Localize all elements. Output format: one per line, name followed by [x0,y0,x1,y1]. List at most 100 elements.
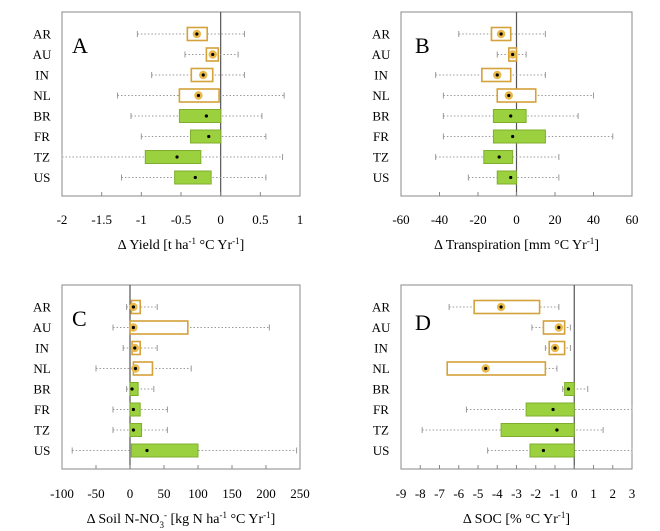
x-tick-label: -0.5 [171,212,192,227]
category-label: BR [33,382,51,397]
x-label-superscript: -1 [558,510,566,520]
median-dot [484,366,488,371]
panel-letter: D [415,310,431,335]
x-tick-label: 3 [629,486,636,501]
panel-letter: A [72,33,88,58]
category-label: FR [34,129,50,144]
category-label: NL [372,88,389,103]
x-tick-label: -60 [392,212,409,227]
x-tick-label: -20 [469,212,486,227]
x-label-text: ] [240,238,245,253]
x-label-text: ] [565,512,570,527]
category-label: FR [34,402,50,417]
category-label: NL [372,361,389,376]
x-tick-label: -6 [453,486,464,501]
iqr-box [129,382,139,396]
category-label: AU [372,47,391,62]
iqr-box [190,129,222,144]
median-dot [131,407,135,412]
x-tick-label: -50 [87,486,104,501]
x-tick-label: 20 [549,212,562,227]
x-label-superscript: - [164,510,167,520]
iqr-box [525,402,575,417]
x-tick-label: -100 [50,486,74,501]
x-tick-label: -2 [530,486,541,501]
x-tick-label: -40 [431,212,448,227]
x-tick-label: -8 [415,486,426,501]
category-label: AR [372,300,390,315]
median-dot [497,155,501,159]
x-tick-label: 0 [217,212,224,227]
category-label: NL [33,88,50,103]
iqr-box [178,109,222,123]
x-label-subscript: 3 [159,520,164,530]
x-tick-label: -2 [57,212,68,227]
median-dot [133,346,137,350]
median-dot [566,387,571,391]
x-label-text: ] [271,512,276,527]
category-label: IN [374,68,388,83]
median-dot [204,114,208,118]
category-label: AR [33,27,51,42]
median-dot [211,52,215,57]
category-label: TZ [373,423,389,438]
panel-letter: B [415,33,430,58]
median-dot [175,155,179,159]
x-label-text: [kg N ha [167,512,220,527]
iqr-box [473,299,541,315]
category-label: AU [33,320,52,335]
x-tick-label: 0 [127,486,134,501]
median-dot [133,366,138,371]
x-tick-label: -4 [492,486,503,501]
plot-frame [61,284,301,470]
x-tick-label: 0 [513,212,520,227]
median-dot [555,428,559,432]
x-label-text: °C Yr [196,238,233,253]
iqr-box [446,361,547,376]
category-label: AU [33,47,52,62]
x-tick-label: -9 [396,486,407,501]
panel-letter: C [72,306,87,331]
panel-a: A -2 -1.5 -1 -0.5 0 0.5 1 AR AU IN NL BR FR TZ US Δ Yiel… [33,11,304,253]
x-tick-label: -5 [473,486,484,501]
x-tick-label: 1 [297,212,304,227]
category-label: NL [33,361,50,376]
median-dot [551,407,555,412]
category-label: TZ [34,423,50,438]
category-label: IN [35,341,49,356]
median-dot [131,428,135,432]
x-tick-label: 250 [290,486,310,501]
x-axis-label: Δ Transpiration [mm °C Yr-1] [434,236,599,253]
category-label: AR [372,27,390,42]
category-label: TZ [34,150,50,165]
median-dot [509,114,513,118]
median-dot [509,175,513,180]
category-label: TZ [373,150,389,165]
x-label-text: Δ SOC [% °C Yr [463,512,558,527]
category-label: BR [33,109,51,124]
x-axis-label: Δ Yield [t ha-1 °C Yr-1] [118,236,245,253]
x-tick-label: 40 [587,212,600,227]
category-label: BR [372,382,390,397]
median-dot [196,93,201,98]
median-dot [131,305,135,309]
x-tick-label: 200 [256,486,276,501]
iqr-box [496,88,537,103]
x-axis-label: Δ Soil N-NO3- [kg N ha-1 °C Yr-1] [87,510,276,530]
x-tick-label: 2 [610,486,617,501]
category-label: AU [372,320,391,335]
iqr-box [129,423,143,437]
iqr-box [130,443,199,458]
category-label: BR [372,109,390,124]
panel-d: D -9 -8 -7 -6 -5 -4 -3 -2 -1 0 1 2 3 AR AU IN NL BR FR TZ US Δ… [372,284,636,527]
iqr-box [129,320,189,335]
category-label: FR [373,402,389,417]
median-dot [511,134,515,139]
x-tick-label: 0 [571,486,578,501]
median-dot [193,175,197,180]
x-tick-label: 50 [158,486,171,501]
x-tick-label: -1 [136,212,147,227]
iqr-box [492,129,546,144]
median-dot [499,305,503,309]
median-dot [145,448,149,453]
